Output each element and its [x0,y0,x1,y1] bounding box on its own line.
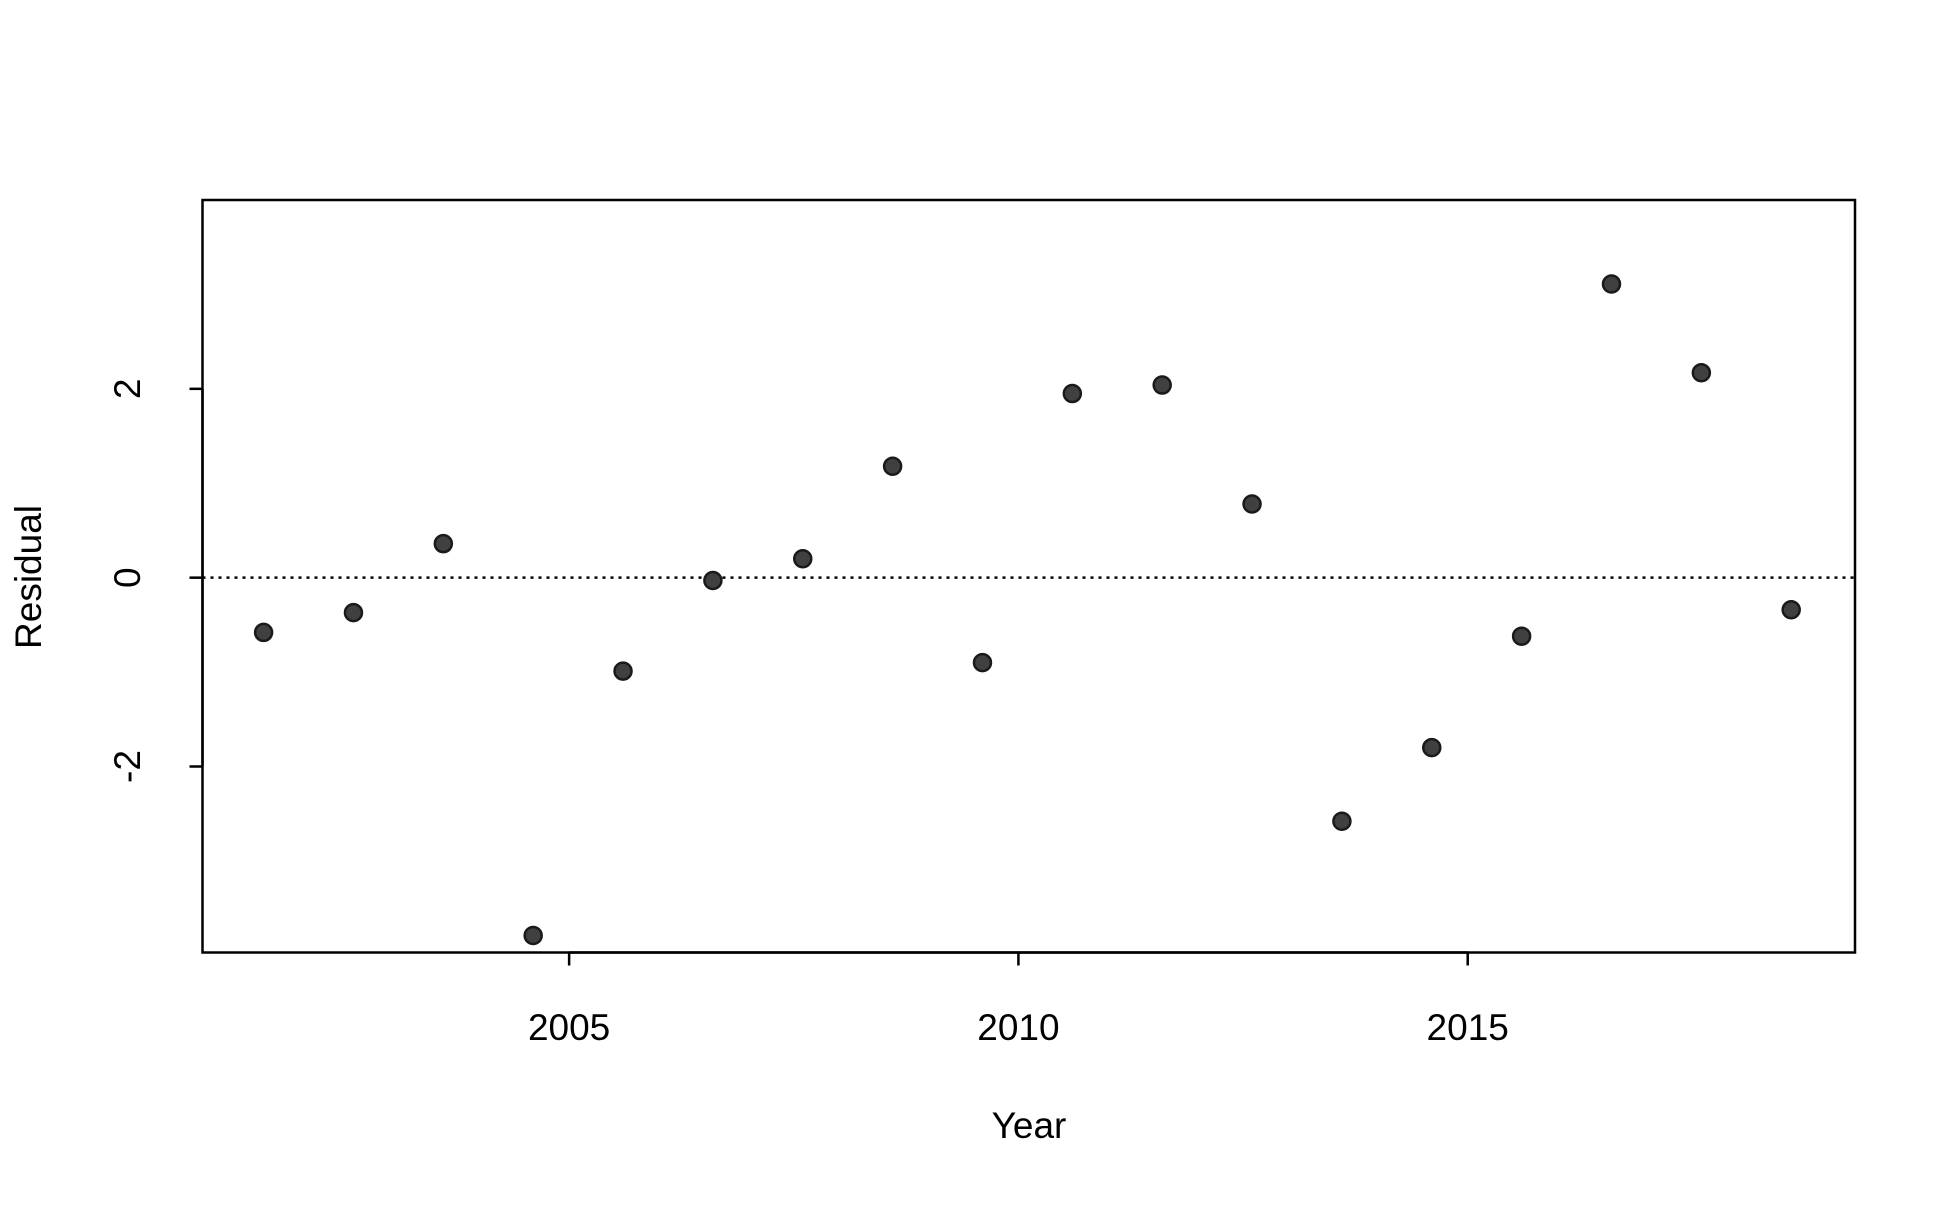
point [703,570,723,591]
y-tick-label: -2 [107,750,148,783]
point [1152,375,1172,395]
point [253,622,274,643]
point [1242,494,1262,514]
point [613,661,633,681]
x-axis-title: Year [992,1105,1067,1146]
y-tick-label: 2 [107,379,148,400]
x-tick-label: 2005 [528,1007,610,1048]
point [1691,363,1712,383]
point [1062,383,1083,404]
point [1332,811,1352,832]
x-tick-label: 2010 [977,1007,1059,1048]
plot-frame [201,198,1857,954]
point [1511,626,1532,646]
point [1781,600,1801,620]
x-tick-label: 2015 [1427,1007,1509,1048]
point [343,602,364,623]
point [882,456,903,477]
y-tick-label: 0 [107,567,148,588]
point [433,533,454,554]
point [1601,274,1622,294]
point [972,652,993,673]
point [793,549,813,569]
point [1422,737,1442,758]
y-axis-title: Residual [8,505,49,649]
point [523,925,543,946]
